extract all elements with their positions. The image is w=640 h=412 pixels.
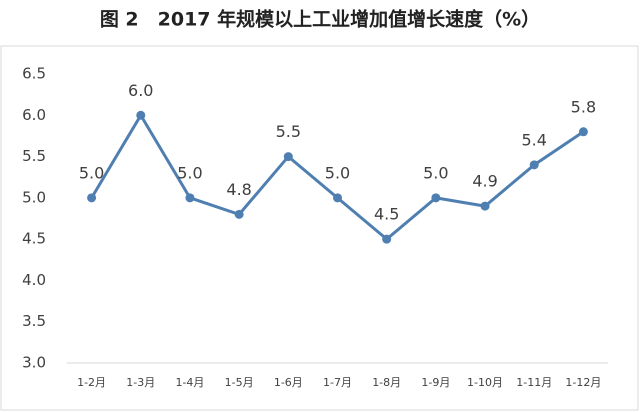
point bbox=[529, 160, 539, 170]
value-label: 6.0 bbox=[128, 81, 153, 100]
y-tick-label: 4.0 bbox=[22, 271, 46, 289]
x-tick-label: 1-7月 bbox=[323, 376, 352, 389]
value-label: 5.4 bbox=[522, 130, 547, 149]
x-tick-label: 1-12月 bbox=[565, 376, 601, 389]
y-tick-label: 4.5 bbox=[22, 230, 46, 248]
value-label: 4.8 bbox=[226, 180, 251, 199]
point bbox=[333, 193, 342, 203]
point bbox=[87, 193, 97, 203]
y-tick-label: 3.5 bbox=[22, 312, 46, 330]
point bbox=[283, 152, 293, 162]
x-tick-label: 1-5月 bbox=[225, 376, 254, 389]
chart-title: 图 2 2017 年规模以上工业增加值增长速度（%） bbox=[100, 8, 540, 31]
chart-frame bbox=[0, 45, 639, 411]
x-tick-label: 1-11月 bbox=[516, 376, 552, 389]
y-tick-label: 3.0 bbox=[22, 354, 46, 372]
value-label: 4.9 bbox=[472, 172, 497, 191]
point bbox=[578, 127, 588, 137]
point bbox=[234, 209, 244, 219]
x-tick-label: 1-8月 bbox=[372, 376, 401, 389]
value-label: 5.0 bbox=[423, 163, 448, 182]
point bbox=[431, 193, 441, 203]
y-tick-label: 5.5 bbox=[22, 147, 46, 165]
x-tick-label: 1-4月 bbox=[175, 376, 204, 389]
value-label: 4.5 bbox=[374, 205, 399, 224]
y-tick-label: 6.0 bbox=[22, 106, 46, 124]
point bbox=[136, 110, 146, 120]
point bbox=[185, 193, 195, 203]
value-label: 5.0 bbox=[79, 163, 104, 182]
x-tick-label: 1-6月 bbox=[274, 376, 303, 389]
value-label: 5.8 bbox=[571, 97, 596, 116]
x-tick-label: 1-3月 bbox=[126, 376, 155, 389]
y-tick-label: 5.0 bbox=[22, 188, 46, 206]
x-tick-label: 1-2月 bbox=[77, 376, 106, 389]
point bbox=[382, 234, 392, 244]
point bbox=[480, 201, 490, 211]
x-tick-label: 1-10月 bbox=[467, 376, 503, 389]
x-tick-label: 1-9月 bbox=[421, 376, 450, 389]
value-label: 5.0 bbox=[177, 163, 202, 182]
value-label: 5.5 bbox=[276, 122, 301, 141]
y-tick-label: 6.5 bbox=[22, 65, 46, 83]
value-label: 5.0 bbox=[325, 163, 350, 182]
